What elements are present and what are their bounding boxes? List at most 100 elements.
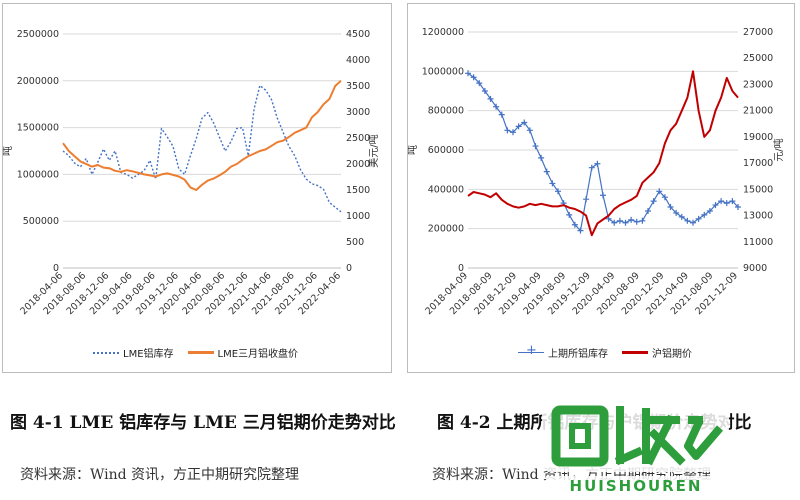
y-tick-label-right: 500 — [346, 237, 364, 248]
data-point-marker — [577, 227, 584, 234]
data-point-marker — [566, 211, 573, 218]
data-point-marker — [628, 216, 635, 223]
legend-swatch-solid — [622, 351, 648, 354]
y-tick-label-right: 13000 — [743, 211, 773, 222]
y-tick-label-left: 2000000 — [17, 76, 59, 87]
y-tick-label-left: 200000 — [428, 224, 464, 235]
data-point-marker — [594, 160, 601, 167]
y-tick-label-left: 0 — [458, 263, 464, 274]
legend-swatch-dotted — [93, 351, 119, 354]
y-tick-label-left: 1000000 — [422, 66, 464, 77]
y-axis-label-left: 吨 — [408, 145, 419, 155]
legend-item-lme-inventory: LME铝库存 — [93, 345, 174, 360]
legend-shfe: + 上期所铝库存 沪铝期价 — [518, 344, 706, 360]
data-point-marker — [498, 111, 505, 118]
data-point-marker — [661, 194, 668, 201]
y-axis-label-right: 美元/吨 — [367, 134, 380, 167]
y-tick-label-right: 1000 — [346, 211, 370, 222]
y-axis-label-left: 吨 — [3, 146, 14, 156]
data-point-marker — [526, 127, 533, 134]
data-point-marker — [504, 127, 511, 134]
data-point-marker — [510, 129, 516, 136]
data-point-marker — [532, 143, 539, 150]
series-line-2 — [62, 80, 342, 191]
y-tick-label-left: 400000 — [428, 184, 464, 195]
data-point-marker — [695, 215, 702, 222]
data-point-marker — [493, 103, 500, 110]
data-point-marker — [712, 202, 719, 209]
chart-panel-shfe: 0 200000 400000 600000 800000 1000000 1200000 9… — [407, 3, 795, 373]
svg-text:HUISHOUREN: HUISHOUREN — [570, 477, 703, 495]
y-tick-label-left: 1200000 — [422, 27, 464, 38]
figure-source-left: 资料来源：Wind 资讯，方正中期研究院整理 — [20, 467, 300, 483]
y-tick-label-left: 1000000 — [17, 169, 59, 180]
data-point-marker — [633, 218, 640, 225]
data-point-marker — [639, 217, 646, 224]
data-point-marker — [515, 123, 522, 130]
y-tick-label-right: 17000 — [743, 158, 773, 169]
data-point-marker — [481, 88, 488, 94]
legend-swatch-plus: + — [518, 344, 544, 357]
legend-swatch-solid — [187, 351, 214, 354]
data-point-marker — [605, 215, 612, 222]
data-point-marker — [645, 207, 651, 214]
figure-caption-left: 图 4-1 LME 铝库存与 LME 三月铝期价走势对比 — [10, 413, 396, 433]
data-point-marker — [729, 198, 736, 205]
data-point-marker — [690, 219, 696, 226]
y-tick-label-left: 600000 — [428, 145, 464, 156]
data-point-marker — [701, 211, 708, 218]
legend-lme: LME铝库存 LME三月铝收盘价 — [93, 345, 312, 360]
data-point-marker — [684, 217, 691, 224]
legend-label: LME三月铝收盘价 — [217, 349, 299, 360]
y-tick-label-right: 3500 — [346, 81, 370, 92]
data-point-marker — [487, 95, 494, 102]
data-point-marker — [470, 74, 477, 81]
y-tick-label-right: 19000 — [743, 132, 773, 143]
watermark-logo: HUISHOUREN — [542, 402, 729, 495]
y-tick-label-right: 3000 — [346, 107, 370, 118]
data-point-marker — [476, 80, 483, 87]
y-tick-label-right: 4500 — [346, 29, 370, 40]
y-tick-label-right: 21000 — [743, 106, 773, 117]
data-point-marker — [667, 204, 674, 211]
data-point-marker — [543, 168, 550, 175]
legend-label: 上期所铝库存 — [548, 349, 608, 360]
y-tick-label-left: 500000 — [23, 216, 59, 227]
data-point-marker — [656, 188, 663, 195]
data-point-marker — [600, 192, 606, 199]
data-point-marker — [723, 200, 730, 207]
y-tick-label-right: 2000 — [346, 159, 370, 170]
y-tick-label-right: 9000 — [743, 263, 767, 274]
y-tick-label-right: 11000 — [743, 237, 773, 248]
series-line-2 — [467, 70, 739, 237]
legend-item-shfe-price: 沪铝期价 — [622, 345, 692, 360]
data-point-marker — [735, 204, 741, 211]
chart-shfe-svg: 0 200000 400000 600000 800000 1000000 1200000 9… — [408, 27, 785, 317]
data-point-marker — [571, 221, 578, 228]
y-tick-label-right: 23000 — [743, 79, 773, 90]
chart-panel-lme: 0 500000 1000000 1500000 2000000 2500000 0 500 1… — [2, 3, 392, 373]
y-tick-label-left: 2500000 — [17, 29, 59, 40]
data-point-marker — [521, 119, 528, 126]
data-point-marker — [549, 180, 556, 187]
data-point-marker — [588, 164, 595, 171]
y-tick-label-right: 0 — [346, 263, 352, 274]
data-point-marker — [465, 70, 471, 77]
data-point-marker — [555, 188, 561, 195]
y-tick-label-right: 1500 — [346, 185, 370, 196]
y-tick-label-left: 0 — [53, 263, 59, 274]
y-tick-label-right: 27000 — [743, 27, 773, 38]
y-axis-label-right: 元/吨 — [772, 138, 785, 161]
data-point-marker — [673, 209, 680, 216]
data-point-marker — [678, 213, 685, 220]
data-point-marker — [616, 217, 623, 224]
chart-lme-svg: 0 500000 1000000 1500000 2000000 2500000 0 500 1… — [3, 29, 380, 317]
legend-label: LME铝库存 — [123, 349, 174, 360]
y-tick-label-left: 1500000 — [17, 123, 59, 134]
y-tick-label-right: 25000 — [743, 53, 773, 64]
legend-label: 沪铝期价 — [652, 349, 692, 360]
legend-item-lme-price: LME三月铝收盘价 — [187, 345, 299, 360]
legend-item-shfe-inventory: + 上期所铝库存 — [518, 344, 608, 360]
data-point-marker — [538, 154, 545, 161]
data-point-marker — [611, 219, 618, 226]
